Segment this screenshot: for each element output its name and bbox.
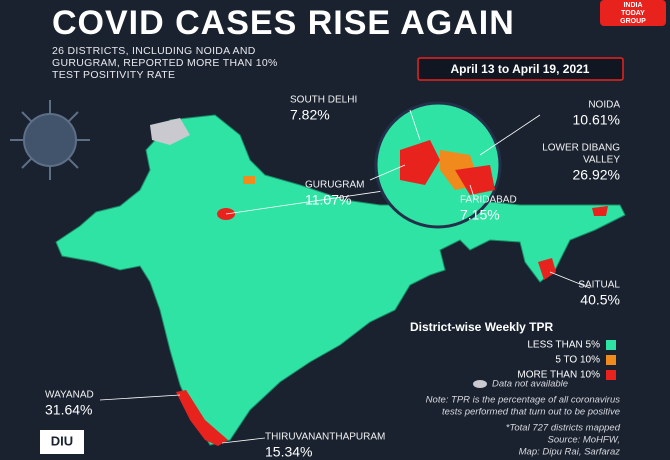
district-name: GURUGRAM xyxy=(305,180,364,191)
brand-logo xyxy=(600,0,666,26)
district-name: NOIDA xyxy=(588,100,620,111)
district-tpr: 10.61% xyxy=(573,112,620,128)
na-swatch xyxy=(473,380,487,388)
district-name: FARIDABAD xyxy=(460,195,517,206)
na-label: Data not available xyxy=(492,379,568,390)
diu-logo-text: DIU xyxy=(51,433,73,448)
date-box xyxy=(417,57,624,81)
subtitle-line: TEST POSITIVITY RATE xyxy=(52,69,175,81)
connector xyxy=(225,189,391,215)
source-line: *Total 727 districts mapped xyxy=(506,423,621,434)
source-line: Source: MoHFW, xyxy=(548,435,621,446)
district-tpr: 26.92% xyxy=(573,167,620,183)
zoom-circle xyxy=(374,101,502,229)
legend-label: LESS THAN 5% xyxy=(527,340,600,351)
date: April 13 to April 19, 2021 xyxy=(451,62,590,76)
brand-line: TODAY xyxy=(621,10,645,17)
subtitle-line: GURUGRAM, REPORTED MORE THAN 10% xyxy=(52,57,278,69)
district-tpr: 7.15% xyxy=(460,207,500,223)
district-tpr: 11.07% xyxy=(305,192,351,208)
brand-line: GROUP xyxy=(620,18,646,25)
district-name: SOUTH DELHI xyxy=(290,95,357,106)
district-name: VALLEY xyxy=(583,155,620,166)
dibang-region xyxy=(592,206,608,216)
district-name: WAYANAD xyxy=(45,390,94,401)
note-line: tests performed that turn out to be posi… xyxy=(442,407,620,418)
note-line: Note: TPR is the percentage of all coron… xyxy=(426,395,621,406)
legend-swatch xyxy=(606,355,616,365)
title: COVID CASES RISE AGAIN xyxy=(52,4,515,42)
subtitle-line: 26 DISTRICTS, INCLUDING NOIDA AND xyxy=(52,45,256,57)
district-name: THIRUVANANTHAPURAM xyxy=(265,432,385,443)
zoom-red xyxy=(400,140,440,185)
label-connectors xyxy=(99,109,591,444)
district-tpr: 31.64% xyxy=(45,402,92,418)
virus-icon xyxy=(10,100,90,180)
district-tpr: 7.82% xyxy=(290,107,330,123)
legend-swatch xyxy=(606,370,616,380)
uttarakhand-region xyxy=(243,176,255,184)
brand-line: INDIA xyxy=(623,2,642,9)
district-tpr: 40.5% xyxy=(580,292,620,308)
mizoram-region xyxy=(538,258,556,280)
diu-logo xyxy=(40,430,84,454)
district-name: LOWER DIBANG xyxy=(542,143,620,154)
legend: LESS THAN 5% 5 TO 10% MORE THAN 10% xyxy=(517,340,616,381)
district-tpr: 15.34% xyxy=(265,444,312,460)
kerala-region xyxy=(176,390,228,446)
district-name: SAITUAL xyxy=(578,280,620,291)
legend-label: MORE THAN 10% xyxy=(517,370,600,381)
legend-swatch xyxy=(606,340,616,350)
zoom-red-2 xyxy=(455,165,495,195)
legend-label: 5 TO 10% xyxy=(555,355,600,366)
legend-title: District-wise Weekly TPR xyxy=(410,320,553,334)
source-line: Map: Dipu Rai, Sarfaraz xyxy=(519,447,621,458)
kashmir-na-region xyxy=(150,118,190,145)
